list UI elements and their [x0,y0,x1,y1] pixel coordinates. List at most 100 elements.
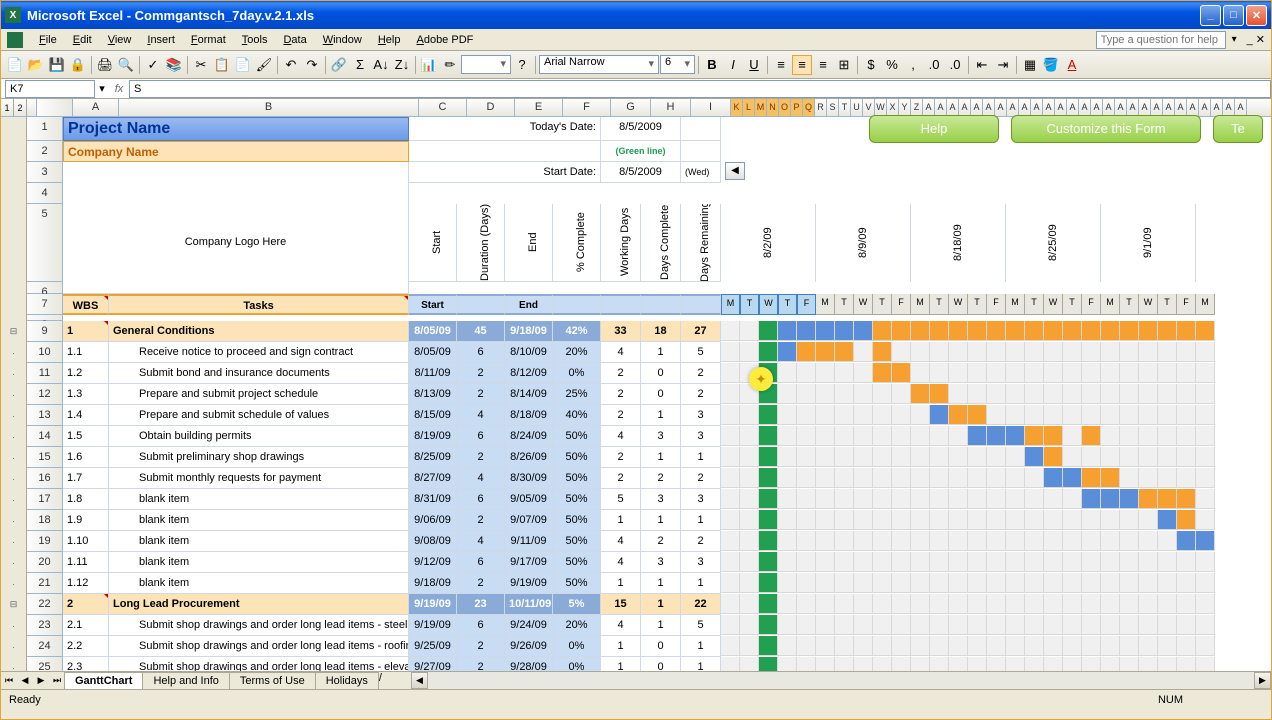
gantt-cell[interactable] [1139,531,1158,551]
col-header-gantt[interactable]: A [1175,99,1187,116]
gantt-cell[interactable] [1120,363,1139,383]
wbs-cell[interactable]: 1.4 [63,405,109,426]
col-header-gantt[interactable]: A [1187,99,1199,116]
gantt-cell[interactable] [968,447,987,467]
customize-button[interactable]: Customize this Form [1011,115,1201,143]
outline-toggle[interactable]: · [1,447,27,468]
gantt-cell[interactable] [816,552,835,572]
fill-color-icon[interactable]: 🪣 [1041,55,1061,75]
font-size-combo[interactable]: 6 [660,55,695,74]
gantt-cell[interactable] [1101,531,1120,551]
gantt-cell[interactable] [968,636,987,656]
sheet-tab-holidays[interactable]: Holidays [315,672,379,689]
task-cell[interactable]: blank item [109,552,409,573]
gantt-cell[interactable] [721,426,740,446]
gantt-cell[interactable] [816,510,835,530]
gantt-cell[interactable] [816,405,835,425]
cell[interactable] [457,294,505,315]
gantt-cell[interactable] [1101,405,1120,425]
gantt-cell[interactable] [1006,363,1025,383]
menu-insert[interactable]: Insert [139,32,183,48]
wd-cell[interactable]: 2 [601,468,641,489]
gantt-cell[interactable] [1158,594,1177,614]
dr-cell[interactable]: 5 [681,342,721,363]
day-header[interactable]: W [949,294,968,315]
gantt-cell[interactable] [1139,636,1158,656]
outline-toggle[interactable]: · [1,363,27,384]
outline-toggle[interactable] [1,162,27,183]
gantt-cell[interactable] [1082,573,1101,593]
outline-toggle[interactable] [1,294,27,315]
gantt-cell[interactable] [797,615,816,635]
gantt-cell[interactable] [1101,489,1120,509]
help-search-input[interactable] [1096,31,1226,49]
gantt-cell[interactable] [816,615,835,635]
gantt-cell[interactable] [1025,321,1044,341]
open-icon[interactable]: 📂 [26,55,46,75]
gantt-cell[interactable] [968,615,987,635]
gantt-cell[interactable] [1177,531,1196,551]
outline-toggle[interactable]: · [1,636,27,657]
gantt-cell[interactable] [1082,321,1101,341]
gantt-cell[interactable] [1158,321,1177,341]
wbs-cell[interactable]: 1.2 [63,363,109,384]
gantt-cell[interactable] [911,321,930,341]
wd-cell[interactable]: 1 [601,573,641,594]
row-header-13[interactable]: 13 [27,405,63,426]
gantt-cell[interactable] [835,531,854,551]
gantt-cell[interactable] [1101,636,1120,656]
outline-toggle[interactable] [1,183,27,204]
col-header-gantt[interactable]: S [827,99,839,116]
start-cell[interactable]: 9/08/09 [409,531,457,552]
name-box[interactable]: K7 [5,80,95,98]
row-header-11[interactable]: 11 [27,363,63,384]
gantt-cell[interactable] [1196,363,1215,383]
gantt-cell[interactable] [1063,510,1082,530]
wd-cell[interactable]: 1 [601,636,641,657]
gantt-cell[interactable] [740,447,759,467]
wbs-cell[interactable]: 1.6 [63,447,109,468]
dr-cell[interactable]: 2 [681,384,721,405]
day-header[interactable]: T [930,294,949,315]
gantt-cell[interactable] [1044,426,1063,446]
gantt-cell[interactable] [1139,573,1158,593]
gantt-cell[interactable] [949,510,968,530]
col-header-gantt[interactable]: A [1067,99,1079,116]
gantt-cell[interactable] [1158,405,1177,425]
gantt-cell[interactable] [1177,342,1196,362]
row-header-24[interactable]: 24 [27,636,63,657]
col-header-gantt[interactable]: A [1199,99,1211,116]
task-cell[interactable]: Submit shop drawings and order long lead… [109,657,409,671]
gantt-cell[interactable] [759,573,778,593]
duration-cell[interactable]: 2 [457,636,505,657]
gantt-cell[interactable] [1006,594,1025,614]
row-header-10[interactable]: 10 [27,342,63,363]
gantt-cell[interactable] [892,531,911,551]
gantt-cell[interactable] [854,426,873,446]
day-header[interactable]: M [1196,294,1215,315]
pct-cell[interactable]: 50% [553,489,601,510]
row-header-25[interactable]: 25 [27,657,63,671]
gantt-cell[interactable] [1063,363,1082,383]
gantt-cell[interactable] [721,615,740,635]
gantt-cell[interactable] [759,552,778,572]
gantt-cell[interactable] [797,405,816,425]
outline-toggle[interactable]: · [1,510,27,531]
day-header[interactable]: T [1120,294,1139,315]
col-header-gantt[interactable]: A [1031,99,1043,116]
gantt-cell[interactable] [816,468,835,488]
gantt-cell[interactable] [1177,447,1196,467]
gantt-cell[interactable] [1120,468,1139,488]
end-cell[interactable]: 10/11/09 [505,594,553,615]
percent-icon[interactable]: % [882,55,902,75]
duration-cell[interactable]: 6 [457,552,505,573]
bold-icon[interactable]: B [702,55,722,75]
pct-cell[interactable]: 42% [553,321,601,342]
tab-first-icon[interactable]: ⏮ [1,673,17,689]
dc-cell[interactable]: 1 [641,405,681,426]
gantt-cell[interactable] [1139,657,1158,671]
gantt-cell[interactable] [1006,342,1025,362]
start-cell[interactable]: 8/05/09 [409,342,457,363]
pct-cell[interactable]: 20% [553,615,601,636]
gantt-cell[interactable] [1025,657,1044,671]
